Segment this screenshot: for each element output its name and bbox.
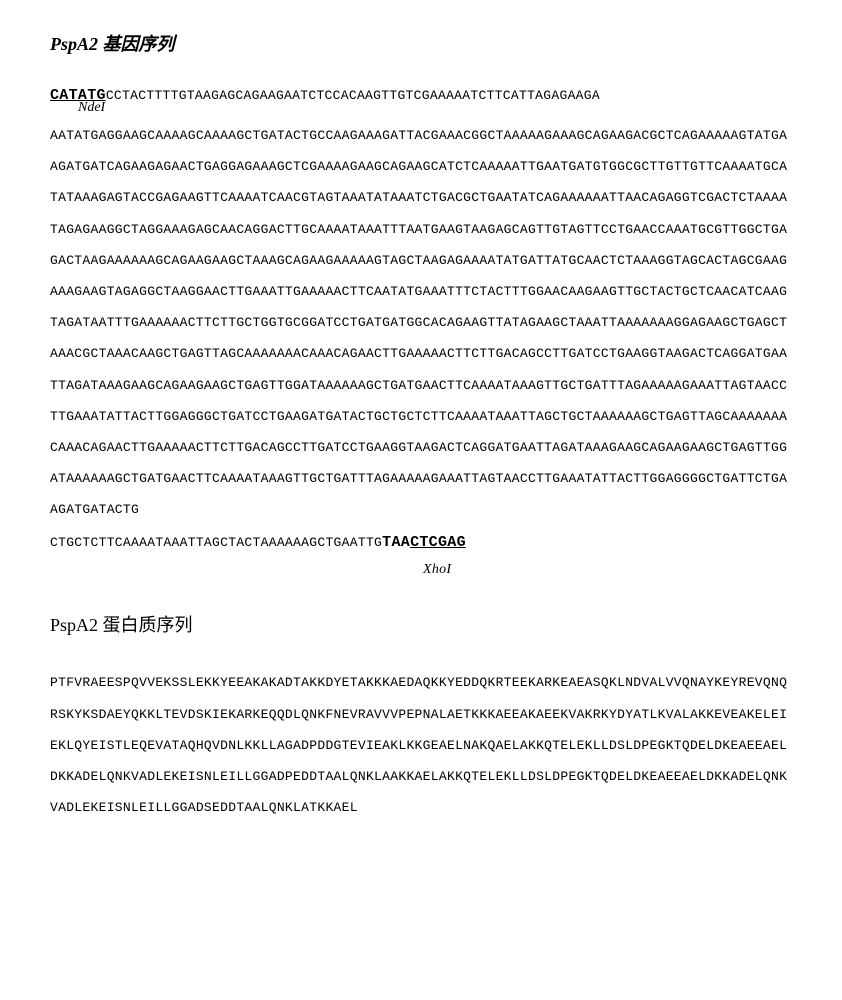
dna-body-sequence: AATATGAGGAAGCAAAAGCAAAAGCTGATACTGCCAAGAA… bbox=[50, 120, 792, 525]
protein-section-title: PspA2 蛋白质序列 bbox=[50, 611, 792, 637]
dna-last-prefix: CTGCTCTTCAAAATAAATTAGCTACTAAAAAAGCTGAATT… bbox=[50, 535, 382, 550]
protein-sequence: PTFVRAEESPQVVEKSSLEKKYEEAKAKADTAKKDYETAK… bbox=[50, 667, 792, 823]
dna-first-line-rest: CCTACTTTTGTAAGAGCAGAAGAATCTCCACAAGTTGTCG… bbox=[106, 88, 600, 103]
stop-codon: TAA bbox=[382, 534, 410, 551]
end-enzyme-label: XhoI bbox=[423, 553, 451, 587]
dna-section-title: PspA2 基因序列 bbox=[50, 30, 792, 56]
dna-end-site: CTCGAG bbox=[410, 534, 466, 551]
dna-last-line: CTGCTCTTCAAAATAAATTAGCTACTAAAAAAGCTGAATT… bbox=[50, 525, 792, 561]
